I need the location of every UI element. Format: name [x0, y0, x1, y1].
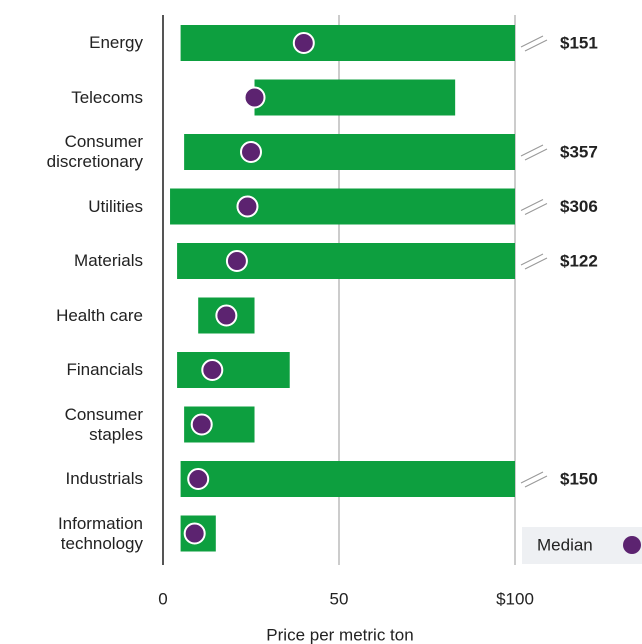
median-dot: [240, 141, 262, 163]
category-label: Utilities: [88, 196, 143, 216]
break-mark: [520, 199, 544, 211]
bar: [254, 79, 456, 116]
median-dot: [236, 195, 259, 218]
break-mark: [520, 144, 544, 157]
break-mark: [524, 148, 548, 161]
category-label: Industrials: [65, 469, 143, 488]
break-mark: [524, 475, 548, 488]
category-label: Financials: [66, 360, 143, 379]
median-dot: [183, 522, 206, 545]
break-mark: [524, 257, 548, 270]
median-dot: [243, 86, 266, 109]
x-tick-label: 50: [330, 589, 349, 608]
break-mark: [524, 203, 548, 215]
median-dot: [215, 304, 238, 327]
median-dot: [190, 413, 213, 436]
break-mark: [524, 39, 548, 52]
median-dot: [201, 359, 224, 381]
category-label: Consumer staples: [64, 404, 143, 444]
break-mark: [520, 35, 544, 48]
legend-label: Median: [537, 535, 593, 554]
value-label: $151: [560, 33, 598, 52]
category-label: Energy: [89, 33, 143, 52]
median-dot: [225, 250, 248, 272]
bar: [180, 25, 515, 61]
x-tick-label: 0: [158, 589, 167, 608]
category-label: Consumer discretionary: [46, 132, 143, 171]
bar: [184, 134, 515, 170]
bar: [177, 352, 290, 388]
median-dot: [292, 32, 315, 54]
category-label: Information technology: [57, 513, 143, 553]
value-label: $306: [560, 197, 598, 216]
x-axis-label: Price per metric ton: [266, 625, 413, 644]
legend-swatch: [623, 536, 641, 554]
category-label: Health care: [56, 305, 143, 325]
break-mark: [520, 253, 544, 266]
median-dot: [187, 468, 210, 490]
bar: [180, 461, 515, 497]
category-label: Materials: [74, 251, 143, 270]
break-mark: [520, 471, 544, 484]
x-tick-label: $100: [496, 589, 534, 608]
bar: [170, 188, 516, 225]
category-label: Telecoms: [71, 87, 143, 107]
value-label: $150: [560, 469, 598, 488]
value-label: $122: [560, 251, 598, 270]
legend-box: [522, 527, 642, 564]
value-label: $357: [560, 142, 598, 161]
